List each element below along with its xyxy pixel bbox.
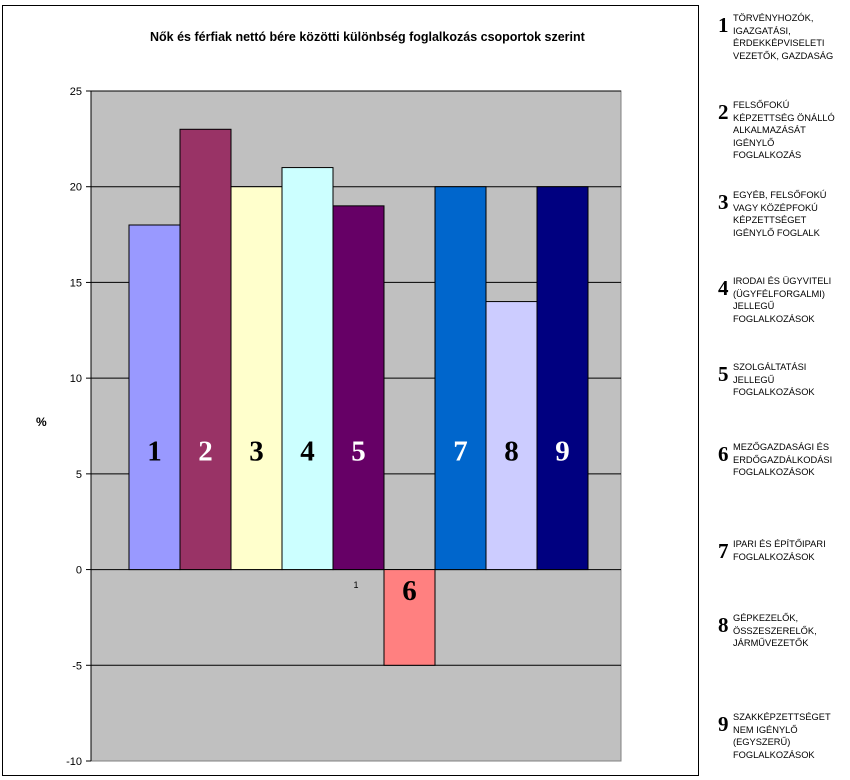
bar — [332, 205, 385, 571]
legend-label: TÖRVÉNYHOZÓK, IGAZGATÁSI, ÉRDEKKÉPVISELETI… — [733, 12, 833, 62]
y-tick-label: -5 — [72, 660, 82, 672]
bar-label: 8 — [504, 435, 519, 467]
legend-label-line: FELSŐFOKÚ — [733, 100, 790, 110]
legend-label-line: ALKALMAZÁSÁT — [733, 125, 806, 135]
y-tick-label: 10 — [70, 373, 82, 385]
legend-label-line: IGÉNYLŐ FOGLALK — [733, 227, 820, 238]
legend-label-line: KÉPZETTSÉG ÖNÁLLÓ — [733, 112, 835, 123]
legend-label-line: SZOLGÁLTATÁSI — [733, 362, 807, 372]
legend-label-line: JELLEGŰ — [733, 301, 775, 311]
x-tick-label: 1 — [353, 580, 358, 590]
legend-label-line: (EGYSZERŰ) — [733, 737, 791, 747]
y-tick-label: -10 — [66, 756, 82, 768]
legend-number: 5 — [718, 362, 729, 386]
bar-label: 9 — [555, 435, 570, 467]
legend-label: IRODAI ÉS ÜGYVITELI (ÜGYFÉLFORGALMI) JELLE… — [733, 275, 831, 325]
chart-title: Nők és férfiak nettó bére közötti különb… — [150, 30, 585, 44]
legend-label-line: FOGLALKOZÁSOK — [733, 467, 815, 477]
legend-label-line: KÉPZETTSÉGET — [733, 215, 807, 225]
legend-label-line: ÖSSZESZERELŐK, — [733, 625, 817, 636]
legend-label: SZOLGÁLTATÁSI JELLEGŰ FOGLALKOZÁSOK — [733, 361, 815, 399]
legend-label-line: FOGLALKOZÁSOK — [733, 551, 815, 562]
legend-label-line: JÁRMŰVEZETŐK — [733, 638, 809, 648]
legend-label-line: ERDŐGAZDÁLKODÁSI — [733, 454, 833, 465]
legend-label-line: IRODAI ÉS ÜGYVITELI — [733, 276, 832, 286]
y-axis-label: % — [36, 415, 47, 429]
legend-label-line: FOGLALKOZÁS — [733, 150, 802, 160]
y-tick-label: 0 — [76, 565, 82, 577]
legend-label-line: VEZETŐK, GAZDASÁG — [733, 50, 834, 61]
legend-label-line: JELLEGŰ — [733, 374, 775, 385]
bar-label: 1 — [147, 435, 162, 467]
legend-label-line: ÉRDEKKÉPVISELETI — [733, 38, 825, 48]
legend-label-line: NEM IGÉNYLŐ — [733, 724, 798, 735]
legend-label-line: TÖRVÉNYHOZÓK, — [733, 13, 814, 23]
bar — [383, 569, 436, 666]
legend-label-line: MEZŐGAZDASÁGI ÉS — [733, 442, 830, 452]
bar — [128, 224, 181, 571]
legend-label-line: IGAZGATÁSI, — [733, 25, 791, 36]
legend-number: 2 — [718, 100, 729, 124]
legend-number: 4 — [718, 276, 729, 300]
bar — [536, 186, 589, 571]
legend-label-line: FOGLALKOZÁSOK — [733, 749, 815, 760]
legend-number: 9 — [718, 712, 729, 736]
bar-label: 4 — [300, 435, 315, 467]
bar-label: 3 — [249, 435, 264, 467]
legend-label-line: FOGLALKOZÁSOK — [733, 387, 815, 397]
legend-label-line: GÉPKEZELŐK, — [733, 613, 799, 623]
legend-label: FELSŐFOKÚ KÉPZETTSÉG ÖNÁLLÓ ALKALMAZÁSÁT IG… — [733, 99, 835, 162]
legend-number: 6 — [718, 442, 729, 466]
legend-number: 7 — [718, 539, 729, 563]
bar-label: 7 — [453, 435, 468, 467]
legend-label: IPARI ÉS ÉPÍTŐIPARI FOGLALKOZÁSOK — [733, 538, 826, 563]
y-tick-label: 15 — [70, 277, 82, 289]
legend-label: MEZŐGAZDASÁGI ÉS ERDŐGAZDÁLKODÁSI FOGLALKO… — [733, 441, 832, 479]
y-tick-label: 20 — [70, 182, 82, 194]
y-tick-label: 5 — [76, 469, 82, 481]
legend-label-line: FOGLALKOZÁSOK — [733, 313, 815, 324]
bar — [230, 186, 283, 571]
bar — [281, 167, 334, 571]
bar-label: 2 — [198, 435, 213, 467]
legend-label-line: IPARI ÉS ÉPÍTŐIPARI — [733, 539, 826, 549]
legend-number: 3 — [718, 190, 729, 214]
bar — [179, 128, 232, 571]
legend-number: 8 — [718, 613, 729, 637]
legend-label-line: (ÜGYFÉLFORGALMI) — [733, 288, 825, 299]
legend-label: SZAKKÉPZETTSÉGET NEM IGÉNYLŐ (EGYSZERŰ) FOG… — [733, 711, 831, 761]
bar-label: 5 — [351, 435, 366, 467]
legend-label: EGYÉB, FELSŐFOKÚ VAGY KÖZÉPFOKÚ KÉPZETTSÉG… — [733, 189, 827, 239]
bar — [434, 186, 487, 571]
legend-label-line: VAGY KÖZÉPFOKÚ — [733, 202, 818, 213]
legend-label-line: SZAKKÉPZETTSÉGET — [733, 712, 831, 722]
bar-label: 6 — [402, 575, 417, 607]
legend-number: 1 — [718, 13, 729, 37]
y-tick-label: 25 — [70, 86, 82, 98]
legend-label: GÉPKEZELŐK, ÖSSZESZERELŐK, JÁRMŰVEZETŐK — [733, 612, 817, 650]
legend-label-line: IGÉNYLŐ — [733, 137, 775, 148]
legend-label-line: EGYÉB, FELSŐFOKÚ — [733, 190, 827, 200]
bar — [485, 301, 538, 571]
